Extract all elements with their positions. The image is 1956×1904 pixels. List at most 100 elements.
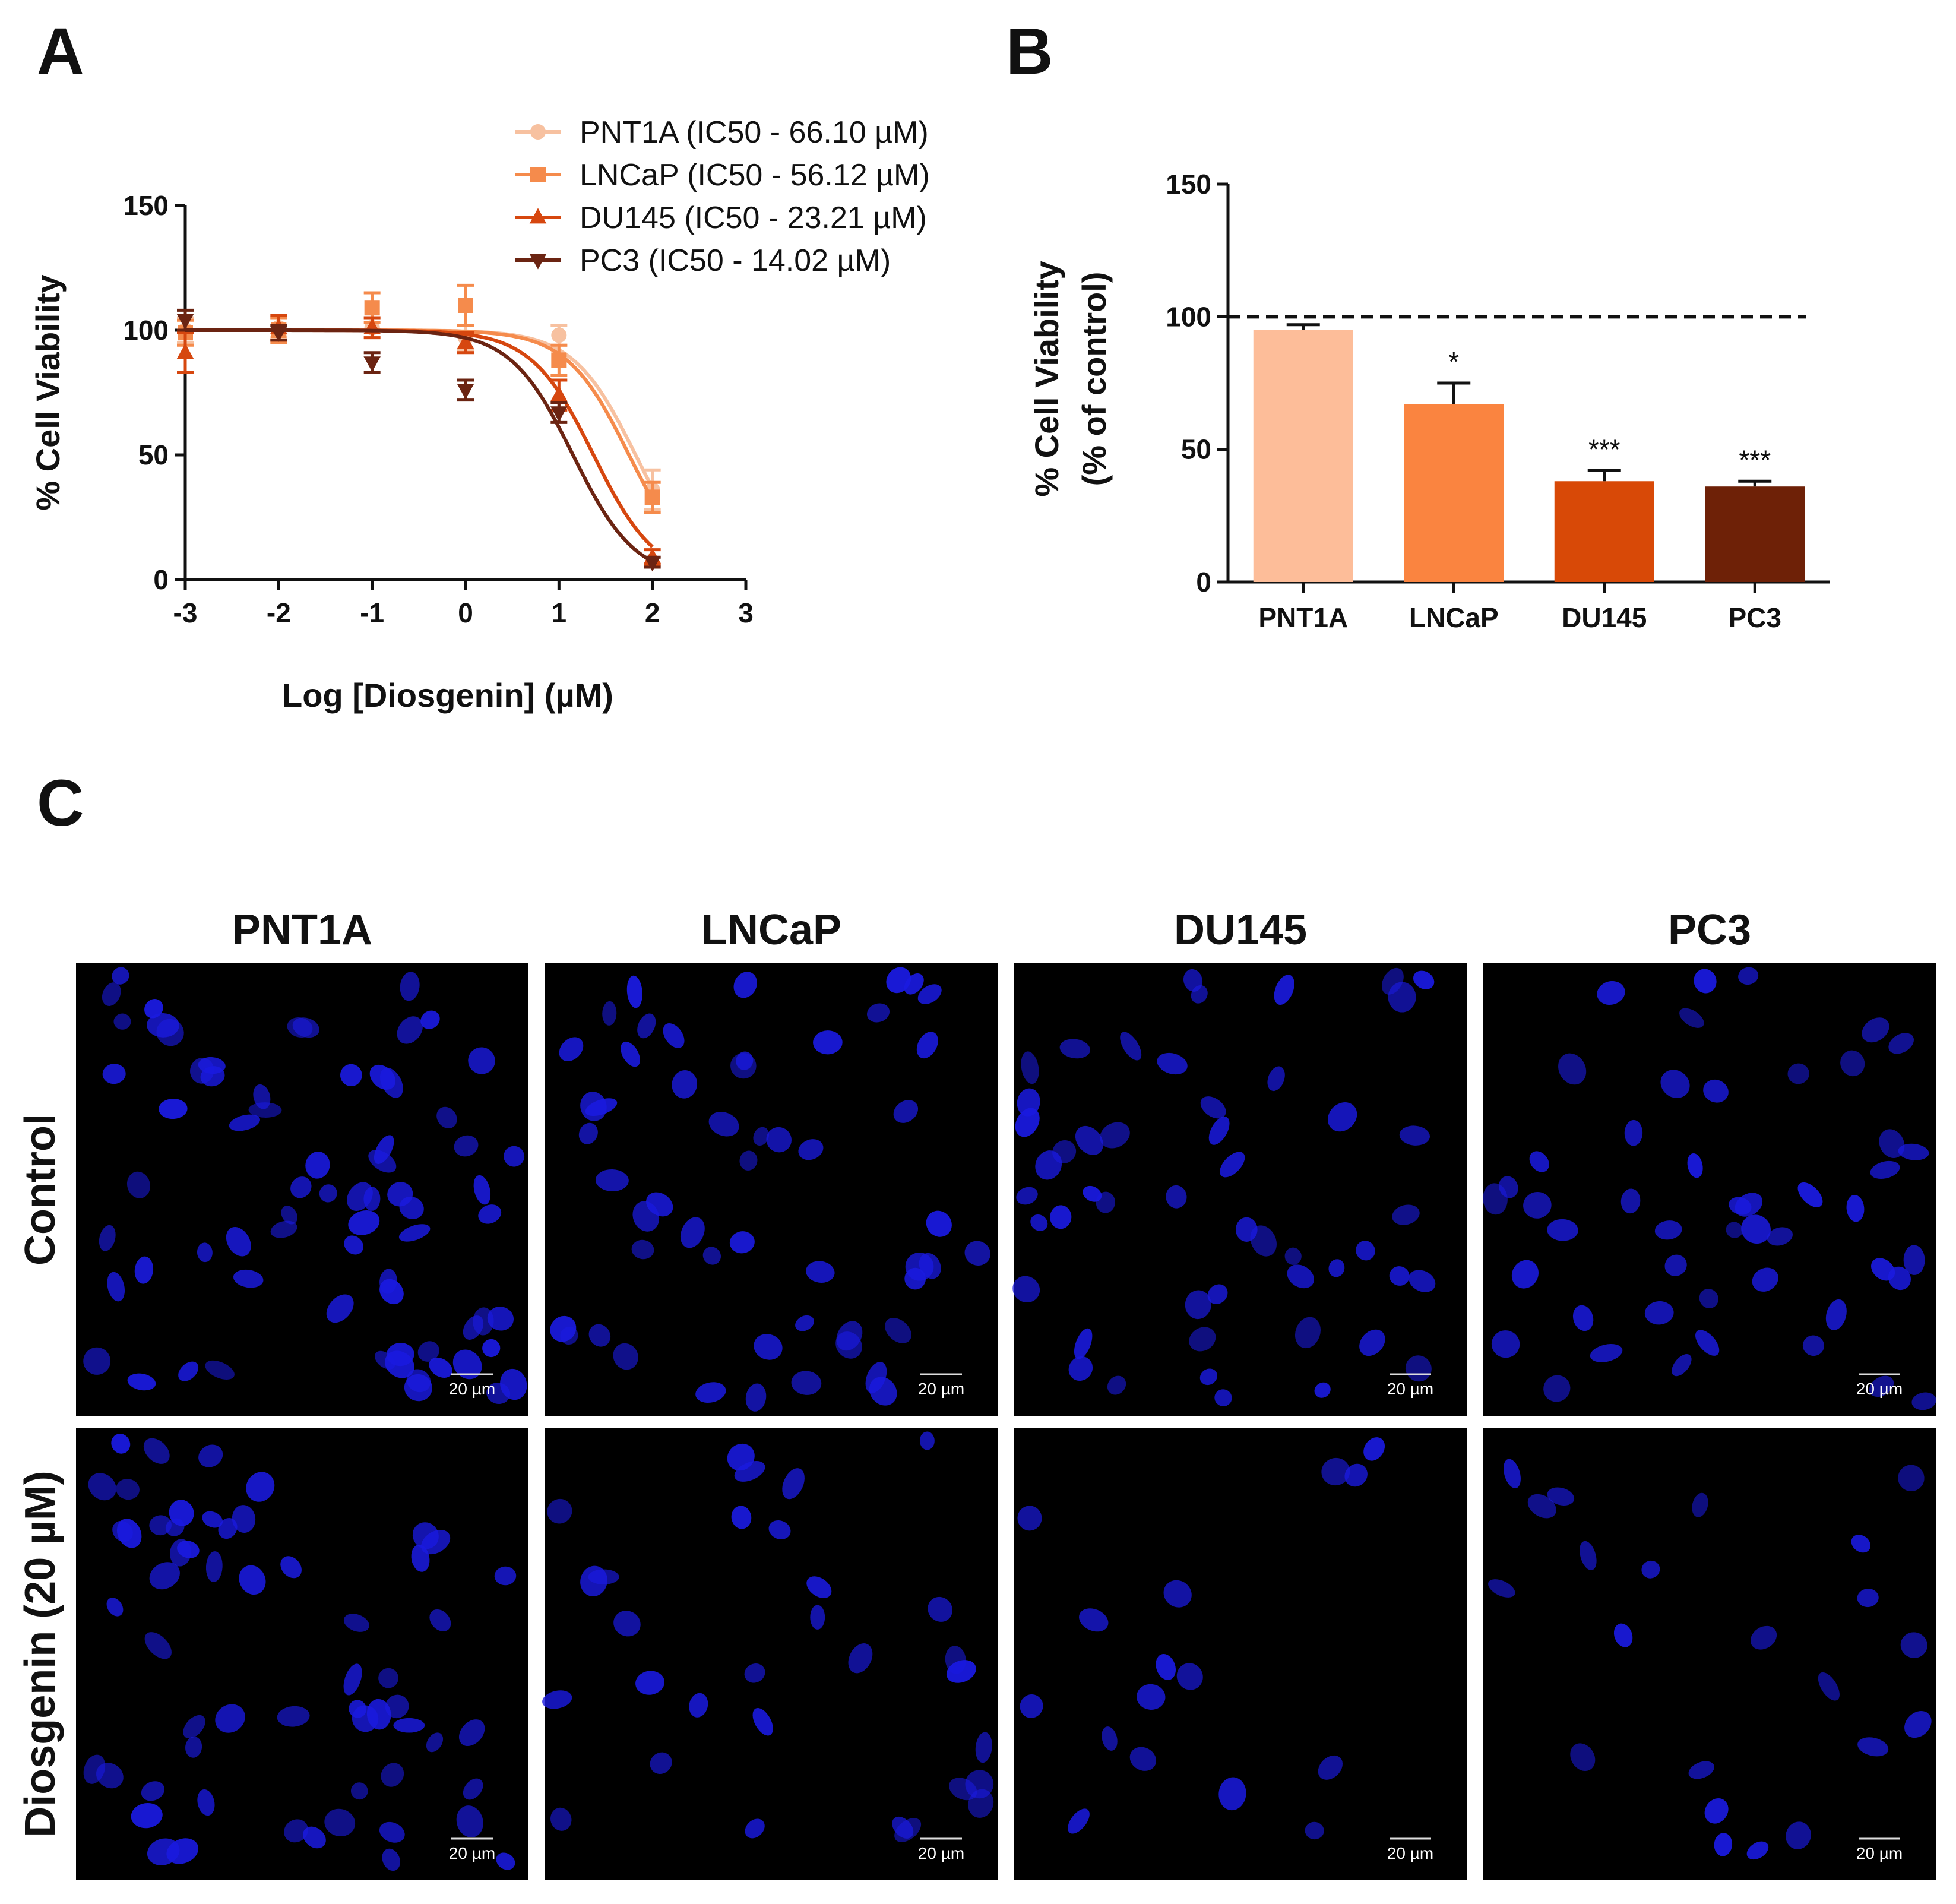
legend-marker <box>529 254 547 270</box>
nucleus <box>1100 1122 1130 1149</box>
nucleus <box>1344 1463 1368 1487</box>
nucleus <box>1120 1032 1142 1061</box>
nucleus <box>1580 1541 1597 1570</box>
nucleus <box>429 1609 451 1631</box>
nucleus <box>1236 1217 1258 1242</box>
nucleus <box>343 1614 369 1632</box>
nucleus <box>613 1611 641 1637</box>
nucleus <box>806 1576 832 1598</box>
nucleus <box>806 1261 835 1283</box>
nucleus <box>580 1092 607 1121</box>
y-tick-label: 50 <box>138 439 169 470</box>
legend-marker <box>529 208 547 224</box>
y-tick-label: 150 <box>1166 169 1211 200</box>
nucleus <box>281 1206 297 1225</box>
micrograph-grid: PNT1A LNCaP DU145 PC3 Control Diosgenin (20 µ… <box>17 906 1936 1880</box>
data-point <box>644 489 660 505</box>
nucleus <box>1746 1841 1769 1860</box>
nucleus <box>835 1331 862 1359</box>
nucleus <box>1074 1328 1093 1359</box>
nucleus <box>287 1017 313 1038</box>
micrograph-1-2: 20 µm <box>1014 1428 1467 1880</box>
nucleus <box>487 1307 514 1331</box>
nucleus <box>1738 967 1759 985</box>
legend: PNT1A (IC50 - 66.10 µM) LNCaP (IC50 - 56.… <box>515 115 930 278</box>
nucleus <box>1846 1194 1865 1222</box>
nucleus <box>798 1139 824 1160</box>
nucleus <box>680 1217 705 1248</box>
significance-marker: *** <box>1588 434 1620 464</box>
viability-bar-chart: 0 50 100 150 % Cell Viability (% of control) P… <box>1028 169 1830 633</box>
nucleus <box>730 1053 757 1079</box>
nucleus <box>463 1315 484 1340</box>
nucleus <box>1870 1160 1900 1179</box>
nucleus <box>547 1498 572 1524</box>
nucleus <box>613 1343 638 1370</box>
nucleus <box>144 999 163 1019</box>
nucleus <box>752 1707 773 1736</box>
nucleus <box>1157 1052 1188 1075</box>
nucleus <box>143 1438 170 1464</box>
nucleus <box>385 1350 414 1378</box>
nucleus <box>1802 1335 1824 1356</box>
scale-bar-label: 20 µm <box>1856 1380 1903 1398</box>
panel-label-a: A <box>37 15 84 88</box>
nucleus <box>1389 1266 1410 1286</box>
nucleus <box>754 1334 783 1360</box>
data-point <box>551 327 567 343</box>
nucleus <box>387 1182 413 1207</box>
nucleus <box>621 1041 640 1067</box>
x-tick-label: -2 <box>267 597 291 628</box>
nucleus <box>1851 1535 1871 1553</box>
nucleus <box>1016 1187 1038 1205</box>
nucleus <box>111 1434 131 1454</box>
nucleus <box>248 1102 282 1118</box>
nucleus <box>280 1556 302 1579</box>
nucleus <box>848 1643 873 1674</box>
nucleus <box>1857 1589 1879 1608</box>
nucleus <box>1825 1299 1847 1330</box>
nucleus <box>1321 1457 1350 1486</box>
nucleus <box>745 1383 767 1412</box>
nucleus <box>1185 1290 1211 1320</box>
nucleus <box>637 1013 656 1039</box>
nucleus <box>559 1037 584 1061</box>
nucleus <box>178 1361 199 1381</box>
nucleus <box>1818 1672 1840 1701</box>
nucleus <box>893 1100 919 1123</box>
nucleus <box>305 1152 330 1179</box>
nucleus <box>1558 1053 1587 1085</box>
significance-marker: * <box>1448 346 1459 377</box>
y-tick-label: 0 <box>153 564 169 595</box>
nucleus <box>324 1808 356 1837</box>
nucleus <box>904 1267 926 1290</box>
nucleus <box>1898 1143 1929 1160</box>
nucleus <box>964 1241 991 1266</box>
nucleus <box>290 1176 312 1198</box>
nucleus <box>1547 1487 1575 1506</box>
data-point <box>270 326 287 342</box>
data-point <box>458 298 473 313</box>
nucleus <box>1020 1694 1043 1718</box>
nucleus <box>239 1565 266 1595</box>
nucleus <box>147 1013 179 1038</box>
nucleus <box>1274 975 1294 1005</box>
legend-label: PNT1A (IC50 - 66.10 µM) <box>580 115 929 150</box>
nucleus <box>904 973 924 995</box>
data-point <box>364 300 380 316</box>
nucleus <box>458 1719 485 1747</box>
series-2 <box>176 314 661 567</box>
y-axis-title-line2: (% of control) <box>1075 272 1113 486</box>
nucleus <box>1491 1330 1520 1358</box>
nucleus <box>1679 1008 1704 1028</box>
nucleus <box>1523 1191 1552 1219</box>
series-3 <box>176 308 661 572</box>
nucleus <box>791 1371 822 1395</box>
nucleus <box>1208 1117 1230 1145</box>
nucleus <box>946 1660 976 1683</box>
nucleus <box>602 1001 617 1026</box>
series-1 <box>177 283 661 514</box>
nucleus <box>708 1111 739 1137</box>
nucleus <box>866 1003 890 1023</box>
